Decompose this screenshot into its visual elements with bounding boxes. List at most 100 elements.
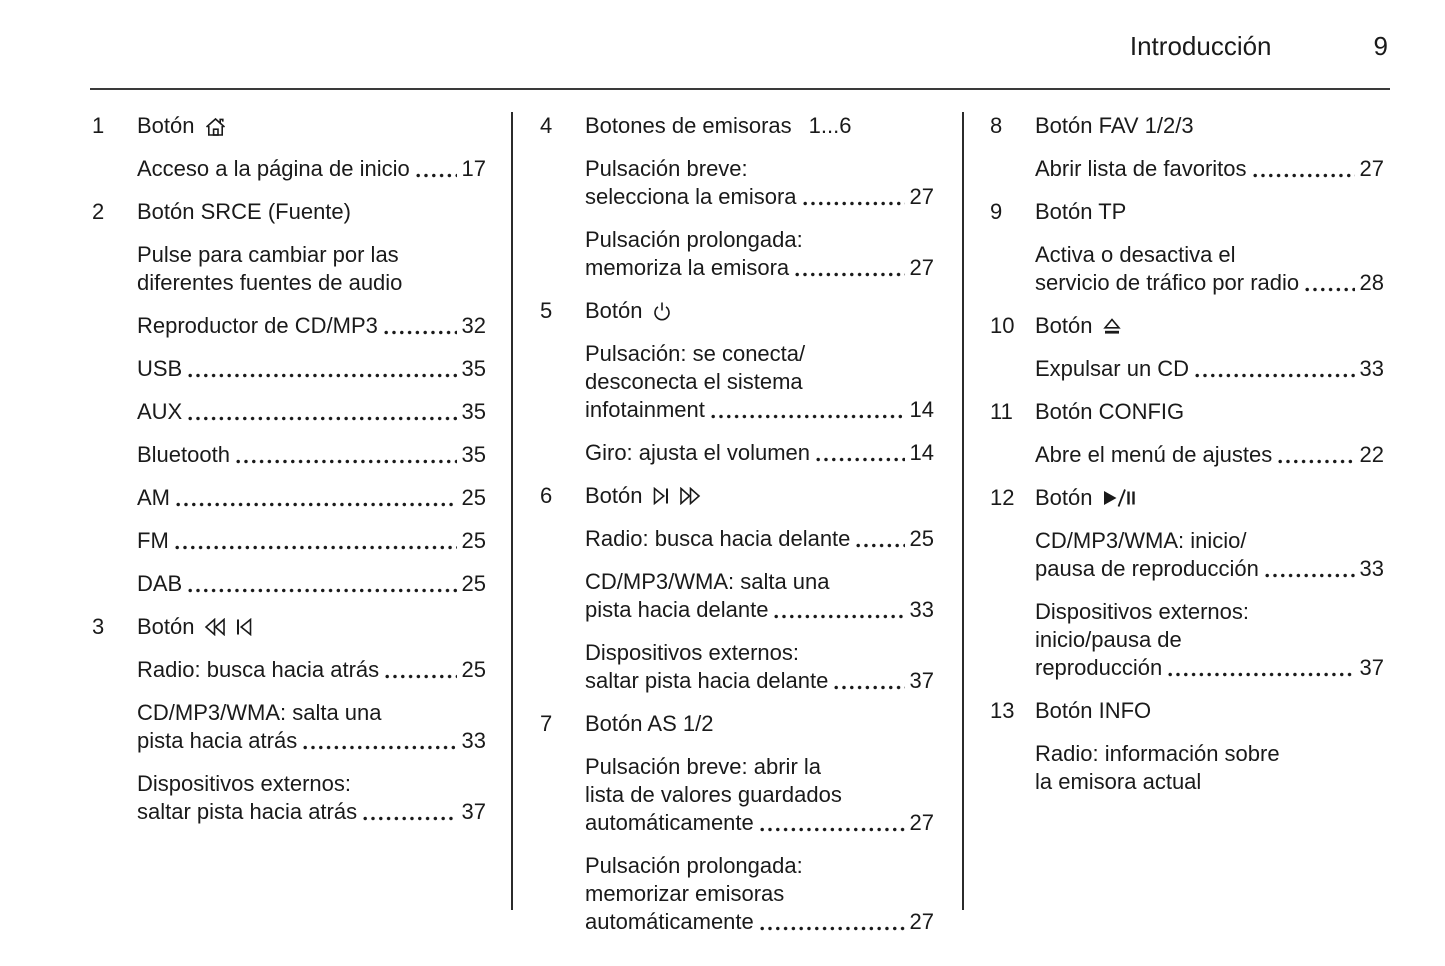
index-item: 2 Botón SRCE (Fuente) Pulse para cambiar p… bbox=[92, 198, 486, 613]
entry-line: pista hacia delante bbox=[585, 597, 769, 622]
entry-line: Pulsación prolongada: bbox=[585, 853, 803, 878]
index-item: 1 Botón Acceso a la página de inicio 17 bbox=[92, 112, 486, 198]
toc-entry: CD/MP3/WMA: inicio/pausa de reproducción… bbox=[1035, 527, 1384, 583]
dot-leader bbox=[187, 398, 457, 426]
eject-icon bbox=[1102, 312, 1122, 340]
toc-entry: Reproductor de CD/MP3 32 bbox=[137, 312, 486, 340]
entry-line: Abre el menú de ajustes bbox=[1035, 442, 1273, 467]
toc-entry: USB 35 bbox=[137, 355, 486, 383]
entry-line: Dispositivos externos: bbox=[1035, 599, 1249, 624]
entry-line: Pulsación prolongada: bbox=[585, 227, 803, 252]
page-ref: 33 bbox=[1359, 356, 1384, 381]
entry-line: selecciona la emisora bbox=[585, 184, 797, 209]
leader-row: DAB 25 bbox=[137, 570, 486, 598]
index-column-2: 4 Botones de emisoras 1...6 Pulsación breve… bbox=[540, 112, 934, 951]
item-body: Botón AS 1/2 Pulsación breve: abrir la lis… bbox=[585, 710, 934, 951]
item-body: Botones de emisoras 1...6 Pulsación breve:… bbox=[585, 112, 934, 297]
dot-leader bbox=[384, 656, 457, 684]
item-body: Botón TP Activa o desactiva el servicio de… bbox=[1035, 198, 1384, 312]
toc-entry: Abre el menú de ajustes 22 bbox=[1035, 441, 1384, 469]
page-ref: 27 bbox=[909, 909, 934, 934]
entry-line: pista hacia atrás bbox=[137, 728, 298, 753]
page-ref: 35 bbox=[461, 442, 486, 467]
entry-line: lista de valores guardados bbox=[585, 782, 842, 807]
toc-entry: Pulsación: se conecta/desconecta el sist… bbox=[585, 340, 934, 424]
item-number: 1 bbox=[92, 113, 105, 138]
item-title: Botón bbox=[585, 297, 934, 325]
entry-line: Expulsar un CD bbox=[1035, 356, 1190, 381]
toc-entry: Giro: ajusta el volumen 14 bbox=[585, 439, 934, 467]
dot-leader bbox=[1304, 269, 1355, 297]
dot-leader bbox=[758, 809, 905, 837]
item-number: 12 bbox=[990, 485, 1015, 510]
dot-leader bbox=[187, 570, 457, 598]
page-ref: 25 bbox=[461, 571, 486, 596]
entry-line: Pulsación breve: bbox=[585, 156, 748, 181]
toc-entry: CD/MP3/WMA: salta una pista hacia atrás 33 bbox=[137, 699, 486, 755]
entry-line: Pulsación breve: abrir la bbox=[585, 754, 822, 779]
entry-line: Pulsación: se conecta/ bbox=[585, 341, 806, 366]
item-body: Botón CD/MP3/WMA: inicio/pausa de reprodu… bbox=[1035, 484, 1384, 697]
page-ref: 27 bbox=[909, 255, 934, 280]
leader-row: saltar pista hacia atrás 37 bbox=[137, 798, 486, 826]
leader-row: selecciona la emisora 27 bbox=[585, 183, 934, 211]
entry-line: la emisora actual bbox=[1035, 769, 1202, 794]
toc-entry: Bluetooth 35 bbox=[137, 441, 486, 469]
entry-line: automáticamente bbox=[585, 909, 754, 934]
entry-line: Radio: busca hacia delante bbox=[585, 526, 851, 551]
entry-line: AM bbox=[137, 485, 170, 510]
index-column-1: 1 Botón Acceso a la página de inicio 17 2 Bot… bbox=[92, 112, 486, 841]
item-number: 9 bbox=[990, 199, 1003, 224]
entry-line: Dispositivos externos: bbox=[137, 771, 351, 796]
item-title: Botón SRCE (Fuente) bbox=[137, 198, 486, 226]
toc-entry: FM 25 bbox=[137, 527, 486, 555]
leader-row: servicio de tráfico por radio 28 bbox=[1035, 269, 1384, 297]
item-number: 11 bbox=[990, 399, 1013, 424]
dot-leader bbox=[1251, 155, 1355, 183]
leader-row: Giro: ajusta el volumen 14 bbox=[585, 439, 934, 467]
power-icon bbox=[652, 297, 672, 325]
toc-entry: Dispositivos externos: saltar pista hacia… bbox=[137, 770, 486, 826]
entry-line: saltar pista hacia delante bbox=[585, 668, 829, 693]
entry-line: pausa de reproducción bbox=[1035, 556, 1259, 581]
entry-line: Activa o desactiva el bbox=[1035, 242, 1236, 267]
page-ref: 32 bbox=[461, 313, 486, 338]
page-ref: 27 bbox=[909, 810, 934, 835]
page-header: Introducción 9 bbox=[1130, 30, 1388, 62]
entry-line: desconecta el sistema bbox=[585, 369, 803, 394]
entry-line: automáticamente bbox=[585, 810, 754, 835]
dot-leader bbox=[801, 183, 905, 211]
dot-leader bbox=[1167, 654, 1355, 682]
page-ref: 33 bbox=[1359, 556, 1384, 581]
page-ref: 22 bbox=[1359, 442, 1384, 467]
page-ref: 27 bbox=[1359, 156, 1384, 181]
page-ref: 25 bbox=[461, 657, 486, 682]
index-item: 5 Botón Pulsación: se conecta/desconecta e… bbox=[540, 297, 934, 482]
leader-row: pista hacia atrás 33 bbox=[137, 727, 486, 755]
item-body: Botón Expulsar un CD 33 bbox=[1035, 312, 1384, 398]
entry-line: Dispositivos externos: bbox=[585, 640, 799, 665]
item-number: 7 bbox=[540, 711, 553, 736]
leader-row: AM 25 bbox=[137, 484, 486, 512]
entry-line: Radio: información sobre bbox=[1035, 741, 1280, 766]
leader-row: Abre el menú de ajustes 22 bbox=[1035, 441, 1384, 469]
item-number: 13 bbox=[990, 698, 1015, 723]
item-label-suffix: 1...6 bbox=[808, 113, 852, 138]
entry-line: Pulse para cambiar por las bbox=[137, 242, 399, 267]
leader-row: Radio: busca hacia atrás 25 bbox=[137, 656, 486, 684]
item-title: Botón CONFIG bbox=[1035, 398, 1384, 426]
home-icon bbox=[204, 112, 227, 140]
entry-line: reproducción bbox=[1035, 655, 1163, 680]
item-body: Botón FAV 1/2/3 Abrir lista de favoritos 2… bbox=[1035, 112, 1384, 198]
leader-row: FM 25 bbox=[137, 527, 486, 555]
page-ref: 35 bbox=[461, 356, 486, 381]
toc-entry: Acceso a la página de inicio 17 bbox=[137, 155, 486, 183]
item-number: 5 bbox=[540, 298, 553, 323]
toc-entry: AM 25 bbox=[137, 484, 486, 512]
entry-line: saltar pista hacia atrás bbox=[137, 799, 358, 824]
item-label: Botón TP bbox=[1035, 199, 1127, 224]
index-item: 8 Botón FAV 1/2/3 Abrir lista de favoritos… bbox=[990, 112, 1384, 198]
item-label: Botón bbox=[585, 298, 643, 323]
item-label: Botón SRCE (Fuente) bbox=[137, 199, 351, 224]
index-item: 7 Botón AS 1/2 Pulsación breve: abrir la li… bbox=[540, 710, 934, 951]
